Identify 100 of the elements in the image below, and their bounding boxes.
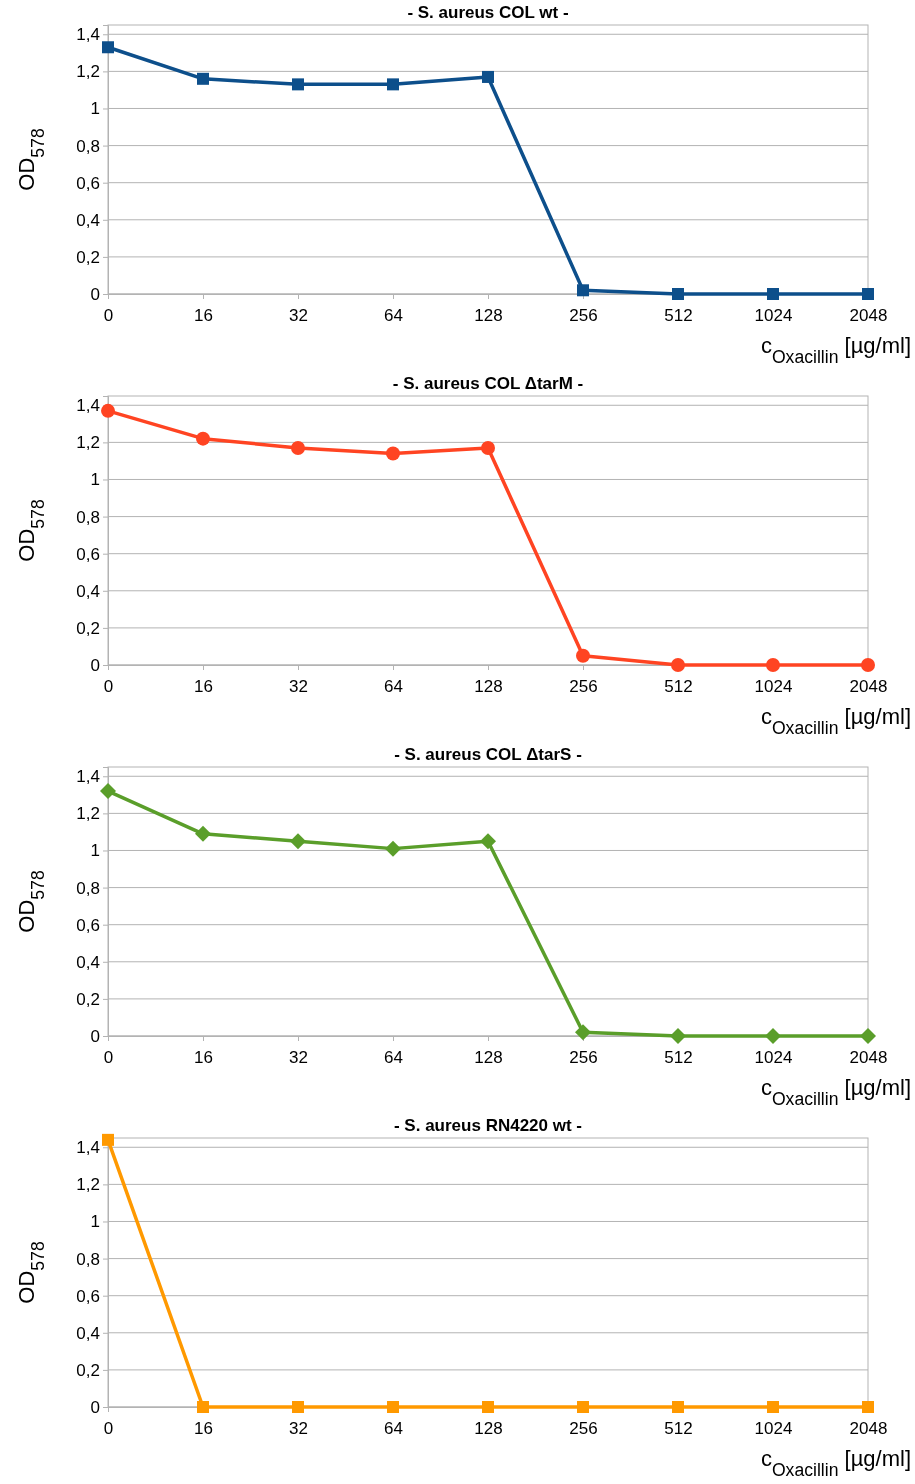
x-tick-label: 16 <box>194 1047 213 1067</box>
x-tick-label: 128 <box>474 1418 503 1438</box>
y-tick-label: 0,8 <box>76 136 100 156</box>
x-tick-label: 2048 <box>849 1418 888 1438</box>
point <box>480 833 496 850</box>
y-tick-label: 0,6 <box>76 544 100 564</box>
point <box>386 446 400 461</box>
x-tick-label: 32 <box>289 1047 308 1067</box>
x-tick-label: 2048 <box>849 676 888 696</box>
x-tick-label: 512 <box>664 1047 693 1067</box>
x-tick-label: 128 <box>474 1047 503 1067</box>
x-axis-title: c$_{Oxacillin}$ [µg/ml] <box>760 1075 911 1109</box>
y-tick-label: 0,6 <box>76 1286 100 1306</box>
x-tick-label: 1024 <box>754 676 793 696</box>
y-tick-label: 1,4 <box>76 1138 100 1158</box>
y-tick-label: 0,2 <box>76 247 100 267</box>
point <box>672 288 684 300</box>
point <box>860 1028 876 1044</box>
y-tick-label: 1 <box>90 1212 100 1232</box>
point <box>670 1028 686 1044</box>
point <box>290 833 306 850</box>
chart-title: - S. aureus COL ΔtarS - <box>394 745 582 764</box>
point <box>862 288 874 300</box>
y-tick-label: 1 <box>90 99 100 119</box>
point <box>765 1028 781 1044</box>
y-tick-label: 0,4 <box>76 1323 100 1343</box>
y-tick-label: 0,2 <box>76 618 100 638</box>
x-tick-label: 32 <box>289 676 308 696</box>
x-tick-label: 0 <box>103 1047 114 1067</box>
x-tick-label: 1024 <box>754 305 793 325</box>
point <box>861 658 875 672</box>
x-tick-label: 128 <box>474 676 503 696</box>
x-tick-label: 1024 <box>754 1418 793 1438</box>
point <box>671 658 685 672</box>
y-tick-label: 0,8 <box>76 878 100 898</box>
y-tick-label: 0 <box>90 655 100 675</box>
point <box>100 783 116 800</box>
y-tick-label: 1,2 <box>76 433 100 453</box>
chart-title: - S. aureus RN4220 wt - <box>393 1116 583 1135</box>
x-tick-label: 1024 <box>754 1047 793 1067</box>
y-tick-label: 0 <box>90 1397 100 1417</box>
point <box>481 440 495 455</box>
point <box>577 284 589 297</box>
point <box>575 1024 591 1041</box>
y-tick-label: 0,4 <box>76 952 100 972</box>
point <box>291 440 305 455</box>
x-tick-label: 256 <box>569 1047 598 1067</box>
y-tick-label: 1,4 <box>76 25 100 45</box>
y-tick-label: 0,8 <box>76 1249 100 1269</box>
y-tick-label: 1,2 <box>76 804 100 824</box>
x-tick-label: 0 <box>103 305 114 325</box>
point <box>197 72 209 85</box>
y-tick-label: 0,2 <box>76 1360 100 1380</box>
point <box>292 78 304 91</box>
x-tick-label: 16 <box>194 676 213 696</box>
x-tick-label: 64 <box>384 676 403 696</box>
y-tick-label: 0,6 <box>76 915 100 935</box>
y-tick-label: 0,8 <box>76 507 100 527</box>
x-tick-label: 16 <box>194 305 213 325</box>
x-tick-label: 32 <box>289 305 308 325</box>
x-axis-title: c$_{Oxacillin}$ [µg/ml] <box>760 704 911 738</box>
point <box>101 403 115 418</box>
x-axis-title: c$_{Oxacillin}$ [µg/ml] <box>760 333 911 367</box>
x-tick-label: 16 <box>194 1418 213 1438</box>
x-tick-label: 2048 <box>849 1047 888 1067</box>
x-tick-label: 512 <box>664 676 693 696</box>
x-axis-title: c$_{Oxacillin}$ [µg/ml] <box>760 1446 911 1480</box>
point <box>767 288 779 300</box>
x-tick-label: 32 <box>289 1418 308 1438</box>
y-tick-label: 1,2 <box>76 1175 100 1195</box>
y-tick-label: 1,2 <box>76 62 100 82</box>
point <box>387 78 399 91</box>
x-tick-label: 128 <box>474 305 503 325</box>
x-tick-label: 256 <box>569 305 598 325</box>
x-tick-label: 0 <box>103 676 114 696</box>
x-tick-label: 64 <box>384 1418 403 1438</box>
y-tick-label: 0,4 <box>76 210 100 230</box>
y-tick-label: 1,4 <box>76 396 100 416</box>
point <box>385 840 401 857</box>
x-tick-label: 64 <box>384 305 403 325</box>
y-tick-label: 0,2 <box>76 989 100 1009</box>
point <box>195 825 211 842</box>
x-tick-label: 256 <box>569 676 598 696</box>
y-tick-label: 0 <box>90 1026 100 1046</box>
point <box>766 658 780 672</box>
x-tick-label: 0 <box>103 1418 114 1438</box>
y-tick-label: 0,4 <box>76 581 100 601</box>
x-tick-label: 512 <box>664 1418 693 1438</box>
chart-title: - S. aureus COL ΔtarM - <box>392 374 584 393</box>
y-tick-label: 1 <box>90 470 100 490</box>
x-tick-label: 256 <box>569 1418 598 1438</box>
y-tick-label: 0 <box>90 284 100 304</box>
y-tick-label: 1,4 <box>76 767 100 787</box>
point <box>482 70 494 83</box>
x-tick-label: 512 <box>664 305 693 325</box>
point <box>196 431 210 446</box>
chart-title: - S. aureus COL wt - <box>407 3 569 22</box>
y-tick-label: 0,6 <box>76 173 100 193</box>
point <box>576 648 590 663</box>
x-tick-label: 64 <box>384 1047 403 1067</box>
